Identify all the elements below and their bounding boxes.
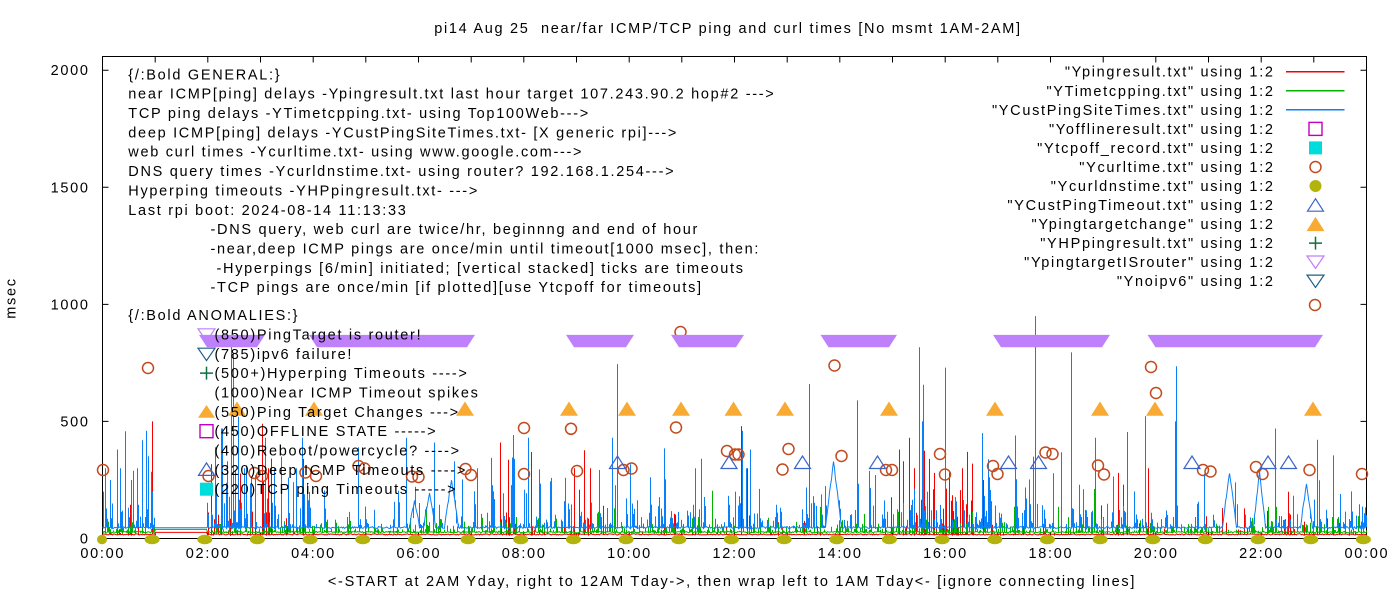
- svg-text:(220)TCP ping Timeouts ----->: (220)TCP ping Timeouts ----->: [215, 482, 458, 498]
- svg-text:18:00: 18:00: [1029, 546, 1074, 562]
- svg-text:"Ytcpoff_record.txt" using 1:2: "Ytcpoff_record.txt" using 1:2: [1037, 141, 1275, 157]
- svg-text:(500+)Hyperping Timeouts ---->: (500+)Hyperping Timeouts ---->: [215, 366, 469, 382]
- svg-text:(450)OFFLINE STATE ----->: (450)OFFLINE STATE ----->: [215, 424, 438, 440]
- svg-text:"YHPpingresult.txt" using 1:2: "YHPpingresult.txt" using 1:2: [1040, 236, 1275, 252]
- svg-text:"Ypingtargetchange" using 1:2: "Ypingtargetchange" using 1:2: [1032, 217, 1275, 233]
- svg-text:"Ycurltime.txt" using 1:2: "Ycurltime.txt" using 1:2: [1079, 160, 1274, 176]
- svg-text:Last rpi boot: 2024-08-14 11:1: Last rpi boot: 2024-08-14 11:13:33: [128, 203, 407, 219]
- svg-text:web curl times -Ycurltime.txt-: web curl times -Ycurltime.txt- using www…: [127, 145, 583, 161]
- svg-text:(850)PingTarget is router!: (850)PingTarget is router!: [215, 327, 423, 343]
- svg-text:04:00: 04:00: [291, 546, 336, 562]
- svg-text:"Ypingresult.txt" using 1:2: "Ypingresult.txt" using 1:2: [1065, 65, 1275, 81]
- svg-text:02:00: 02:00: [186, 546, 231, 562]
- svg-text:-near,deep ICMP pings are once: -near,deep ICMP pings are once/min until…: [211, 241, 761, 257]
- svg-text:"Yofflineresult.txt" using 1:2: "Yofflineresult.txt" using 1:2: [1049, 122, 1275, 138]
- svg-text:TCP ping delays -YTimetcpping.: TCP ping delays -YTimetcpping.txt- using…: [128, 106, 590, 122]
- svg-text:deep ICMP[ping] delays -YCustP: deep ICMP[ping] delays -YCustPingSiteTim…: [128, 125, 678, 141]
- svg-text:<-START at 2AM Yday, right to: <-START at 2AM Yday, right to 12AM Tday-…: [328, 574, 1136, 590]
- svg-text:{/:Bold GENERAL:}: {/:Bold GENERAL:}: [128, 67, 281, 83]
- svg-text:"Ycurldnstime.txt" using 1:2: "Ycurldnstime.txt" using 1:2: [1051, 179, 1275, 195]
- svg-text:Hyperping timeouts -YHPpingres: Hyperping timeouts -YHPpingresult.txt- -…: [128, 183, 479, 199]
- svg-text:msec: msec: [4, 277, 20, 318]
- svg-text:2000: 2000: [51, 63, 90, 79]
- svg-text:1500: 1500: [51, 180, 90, 196]
- svg-text:"YCustPingTimeout.txt" using 1: "YCustPingTimeout.txt" using 1:2: [1007, 198, 1274, 214]
- svg-text:12:00: 12:00: [713, 546, 758, 562]
- svg-text:1000: 1000: [51, 297, 90, 313]
- svg-text:(785)ipv6 failure!: (785)ipv6 failure!: [215, 347, 354, 363]
- svg-text:(320)Deep ICMP Timeouts ---->: (320)Deep ICMP Timeouts ---->: [215, 463, 468, 479]
- svg-text:16:00: 16:00: [923, 546, 968, 562]
- svg-text:00:00: 00:00: [80, 546, 125, 562]
- svg-text:(1000)Near ICMP Timeout spikes: (1000)Near ICMP Timeout spikes: [215, 385, 480, 401]
- svg-text:"YCustPingSiteTimes.txt" using: "YCustPingSiteTimes.txt" using 1:2: [992, 103, 1275, 119]
- svg-text:(400)Reboot/powercycle? ---->: (400)Reboot/powercycle? ---->: [215, 444, 461, 460]
- svg-text:00:00: 00:00: [1345, 546, 1390, 562]
- svg-text:10:00: 10:00: [607, 546, 652, 562]
- svg-text:"YpingtargetISrouter" using 1:: "YpingtargetISrouter" using 1:2: [1024, 255, 1275, 271]
- svg-text:pi14 Aug 25 near/far ICMP/TCP: pi14 Aug 25 near/far ICMP/TCP ping and c…: [434, 21, 1022, 37]
- svg-text:-Hyperpings [6/min] initiated;: -Hyperpings [6/min] initiated; [vertical…: [217, 261, 745, 277]
- svg-text:08:00: 08:00: [502, 546, 547, 562]
- svg-text:-TCP pings are once/min [if pl: -TCP pings are once/min [if plotted][use…: [211, 280, 703, 296]
- svg-text:0: 0: [80, 532, 90, 548]
- svg-text:(550)Ping Target Changes --->: (550)Ping Target Changes --->: [215, 405, 460, 421]
- svg-text:06:00: 06:00: [397, 546, 442, 562]
- svg-text:near ICMP[ping] delays -Ypingr: near ICMP[ping] delays -Ypingresult.txt …: [128, 87, 775, 103]
- svg-text:{/:Bold ANOMALIES:}: {/:Bold ANOMALIES:}: [128, 308, 299, 324]
- svg-text:22:00: 22:00: [1239, 546, 1284, 562]
- svg-text:20:00: 20:00: [1134, 546, 1179, 562]
- svg-text:500: 500: [60, 414, 89, 430]
- svg-text:14:00: 14:00: [818, 546, 863, 562]
- svg-text:DNS query times -Ycurldnstime.: DNS query times -Ycurldnstime.txt- using…: [128, 164, 675, 180]
- svg-text:"YTimetcpping.txt" using 1:2: "YTimetcpping.txt" using 1:2: [1046, 84, 1274, 100]
- svg-text:-DNS query, web curl are twice: -DNS query, web curl are twice/hr, begin…: [211, 222, 700, 238]
- svg-text:"Ynoipv6" using 1:2: "Ynoipv6" using 1:2: [1117, 274, 1275, 290]
